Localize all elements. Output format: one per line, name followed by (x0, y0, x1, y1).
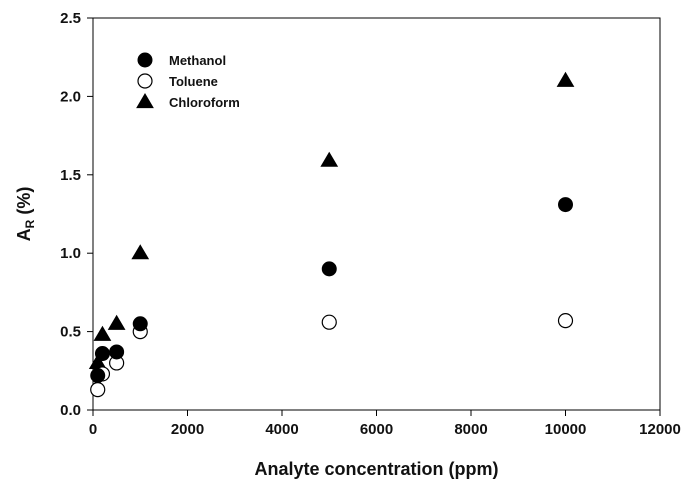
data-point-chloroform (131, 244, 150, 260)
y-tick-label: 2.5 (60, 10, 81, 27)
legend-label-toluene: Toluene (169, 74, 218, 89)
x-tick-label: 12000 (639, 421, 681, 438)
legend: Methanol Toluene Chloroform (136, 52, 240, 110)
x-tick-label: 2000 (171, 421, 204, 438)
y-axis: 0.0 0.5 1.0 1.5 2.0 2.5 (60, 10, 93, 419)
data-point-toluene (321, 314, 337, 330)
y-tick-label: 0.0 (60, 402, 81, 419)
data-point-methanol (90, 368, 106, 384)
data-points (88, 71, 575, 398)
x-tick-label: 6000 (360, 421, 393, 438)
data-point-methanol (109, 344, 125, 360)
y-axis-title-subscript: R (23, 219, 37, 228)
legend-marker-toluene (137, 73, 153, 89)
data-point-chloroform (320, 151, 339, 167)
data-point-chloroform (556, 71, 575, 87)
x-axis: 0 2000 4000 6000 8000 10000 12000 (89, 410, 681, 438)
y-tick-label: 1.5 (60, 167, 81, 184)
legend-label-chloroform: Chloroform (169, 95, 240, 110)
data-point-methanol (321, 261, 337, 277)
x-tick-label: 0 (89, 421, 97, 438)
data-point-chloroform (93, 325, 112, 341)
data-point-chloroform (107, 314, 126, 330)
data-point-methanol (558, 197, 573, 213)
legend-marker-chloroform (136, 93, 154, 109)
x-tick-label: 4000 (265, 421, 298, 438)
y-tick-label: 0.5 (60, 324, 81, 341)
legend-marker-methanol (137, 52, 153, 68)
data-point-toluene (557, 313, 574, 329)
data-point-methanol (94, 346, 110, 362)
y-tick-label: 1.0 (60, 245, 81, 262)
x-tick-label: 8000 (454, 421, 487, 438)
y-axis-title-main: A (14, 228, 34, 241)
legend-label-methanol: Methanol (169, 53, 226, 68)
y-axis-title: AR (%) (14, 187, 37, 242)
y-tick-label: 2.0 (60, 88, 81, 105)
data-point-toluene (90, 382, 106, 398)
y-axis-title-unit: (%) (14, 187, 34, 220)
data-point-methanol (132, 316, 148, 332)
x-tick-label: 10000 (545, 421, 587, 438)
x-axis-title: Analyte concentration (ppm) (254, 459, 498, 479)
